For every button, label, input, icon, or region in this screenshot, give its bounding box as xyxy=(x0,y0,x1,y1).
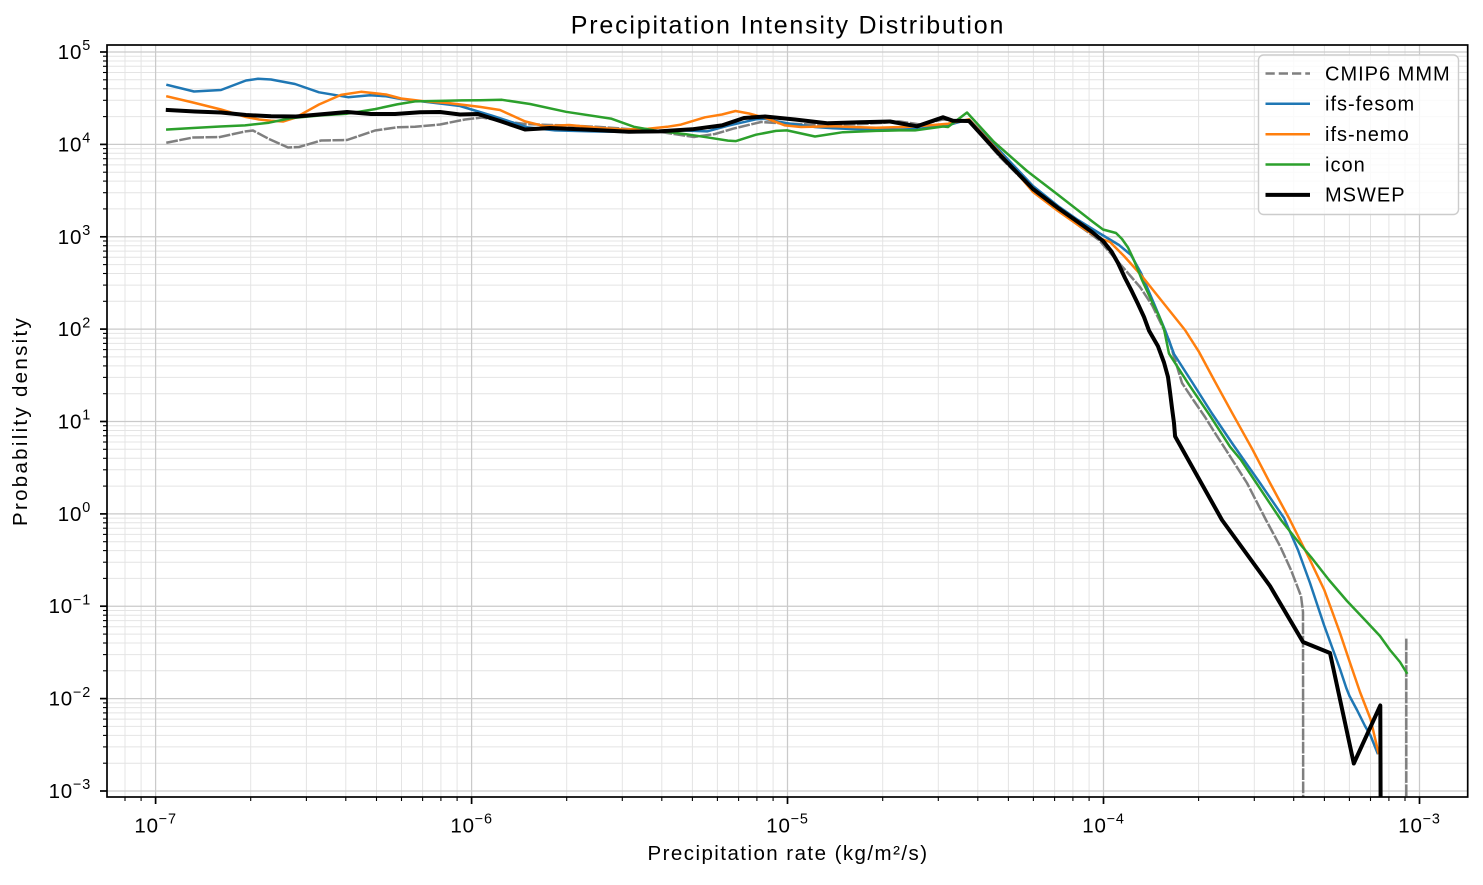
svg-text:ifs-nemo: ifs-nemo xyxy=(1325,124,1410,146)
svg-text:CMIP6 MMM: CMIP6 MMM xyxy=(1325,63,1451,85)
svg-text:Precipitation Intensity Distri: Precipitation Intensity Distribution xyxy=(571,12,1005,40)
svg-text:Precipitation rate (kg/m²/s): Precipitation rate (kg/m²/s) xyxy=(648,842,929,865)
svg-text:ifs-fesom: ifs-fesom xyxy=(1325,94,1415,116)
svg-text:10−4: 10−4 xyxy=(1082,812,1124,838)
svg-text:icon: icon xyxy=(1325,154,1366,176)
svg-text:Probability density: Probability density xyxy=(9,316,32,526)
svg-text:MSWEP: MSWEP xyxy=(1325,185,1406,207)
